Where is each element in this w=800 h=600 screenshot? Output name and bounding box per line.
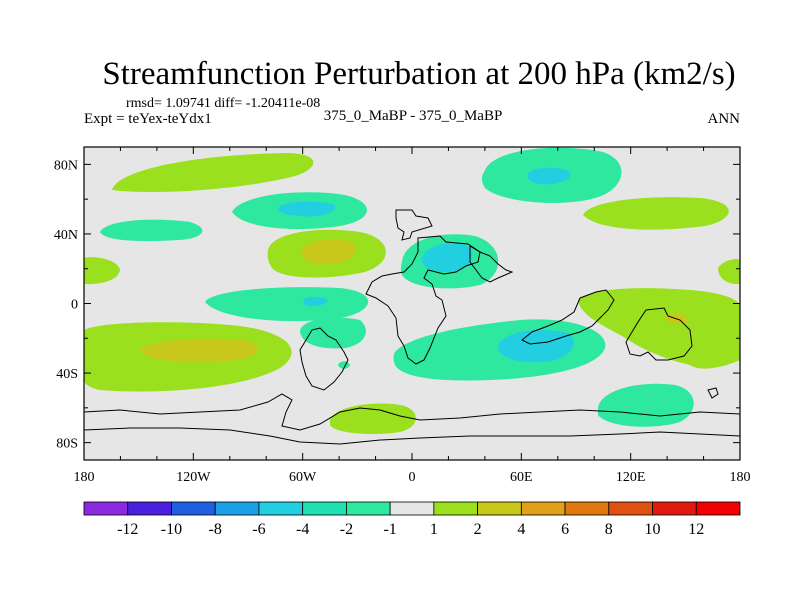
contour-neg-n-america-core (277, 201, 336, 217)
colorbar-swatch-3 (214, 501, 260, 516)
colorbar-swatch-0 (83, 501, 129, 516)
colorbar-label-8: 2 (474, 521, 482, 538)
colorbar-label-11: 8 (605, 521, 613, 538)
colorbar-swatch-6 (345, 501, 391, 516)
contour-pos-antarctic (330, 403, 416, 434)
contour-pos-s-pacific-core (140, 338, 258, 363)
x-axis: 180 120W 60W 0 60E 120E 180 (74, 147, 751, 485)
colorbar: -12 -10 -8 -6 -4 -2 -1 1 2 4 6 8 10 12 (83, 501, 741, 538)
colorbar-swatch-14 (695, 501, 741, 516)
coastline-asia (469, 245, 514, 283)
colorbar-label-2: -8 (209, 521, 222, 538)
colorbar-swatch-7 (389, 501, 435, 516)
coastline-new-zealand (707, 387, 719, 399)
y-tick-label-0: 80N (54, 158, 78, 173)
x-tick-label-4: 60E (510, 470, 533, 485)
coastline-south-america (299, 327, 349, 391)
chart-subtitle: 375_0_MaBP - 375_0_MaBP (324, 108, 503, 124)
colorbar-swatch-13 (652, 501, 697, 516)
contour-pos-n-atlantic-core (301, 239, 356, 265)
x-tick-label-6: 180 (730, 470, 751, 485)
contour-neg-n-siberia-core (527, 167, 571, 185)
chart-title: Streamfunction Perturbation at 200 hPa (… (102, 56, 735, 92)
contour-neg-w-pacific-mid (100, 219, 203, 242)
colorbar-label-13: 12 (688, 521, 704, 538)
x-tick-label-1: 120W (176, 470, 211, 485)
contour-neg-s-indian-core (497, 329, 574, 363)
period-label: ANN (708, 111, 741, 127)
x-tick-label-2: 60W (289, 470, 317, 485)
y-tick-label-3: 40S (56, 367, 78, 382)
expt-label: Expt = teYex-teYdx1 (84, 111, 212, 127)
contour-fields (84, 147, 740, 434)
colorbar-swatch-10 (520, 501, 566, 516)
y-tick-label-4: 80S (56, 437, 78, 452)
contour-neg-tropical-w (205, 287, 369, 322)
contour-neg-tropical-w2 (300, 317, 366, 349)
colorbar-label-9: 4 (517, 521, 525, 538)
colorbar-swatch-11 (564, 501, 610, 516)
colorbar-swatch-9 (477, 501, 522, 516)
y-axis: 80N 40N 0 40S 80S (54, 158, 740, 452)
x-tick-label-3: 0 (409, 470, 416, 485)
contour-pos-w-pacific-n (84, 257, 120, 285)
contour-pos-ne-pacific (583, 197, 729, 230)
contour-pos-nw-arctic (112, 153, 314, 193)
colorbar-label-10: 6 (561, 521, 569, 538)
y-tick-label-2: 0 (71, 298, 78, 313)
colorbar-label-4: -4 (296, 521, 309, 538)
stats-line: rmsd= 1.09741 diff= -1.20411e-08 (126, 96, 320, 111)
coastline-se-asia (521, 289, 615, 345)
contour-pos-w-pacific-s (578, 288, 740, 369)
y-tick-label-1: 40N (54, 228, 78, 243)
coastline-antarctica (84, 393, 740, 445)
colorbar-swatch-8 (433, 501, 479, 516)
colorbar-swatch-5 (302, 501, 347, 516)
colorbar-swatch-1 (127, 501, 172, 516)
colorbar-label-1: -10 (161, 521, 182, 538)
contour-neg-sw-atlantic (338, 361, 350, 369)
colorbar-swatch-2 (171, 501, 216, 516)
colorbar-label-0: -12 (117, 521, 138, 538)
contour-pos-e-pacific-n (718, 258, 740, 285)
colorbar-label-5: -2 (340, 521, 353, 538)
contour-neg-tropical-w-core (303, 297, 328, 306)
contour-neg-europe-asia-core (421, 243, 473, 273)
colorbar-label-6: -1 (383, 521, 396, 538)
coastline-australia (625, 307, 693, 361)
contour-neg-s-australia (598, 383, 694, 427)
colorbar-label-7: 1 (430, 521, 438, 538)
coastline-europe-africa (365, 209, 481, 365)
colorbar-swatch-12 (608, 501, 653, 516)
colorbar-label-12: 10 (645, 521, 661, 538)
coastline-outlines (84, 209, 740, 445)
x-tick-label-5: 120E (616, 470, 646, 485)
x-tick-label-0: 180 (74, 470, 95, 485)
colorbar-label-3: -6 (252, 521, 265, 538)
colorbar-swatch-4 (258, 501, 304, 516)
